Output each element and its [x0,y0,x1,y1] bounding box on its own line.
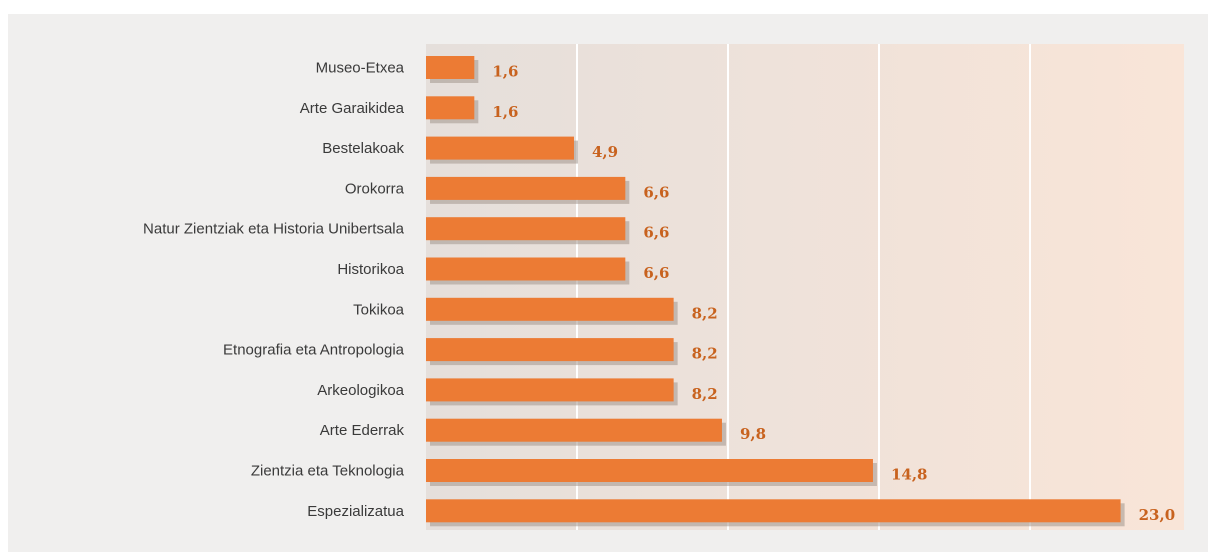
value-label: 6,6 [643,264,669,282]
bar [426,338,674,362]
category-label: Bestelakoak [322,140,404,157]
category-label: Arkeologikoa [317,382,404,399]
bar [426,257,626,281]
bar [426,378,674,402]
category-label: Arte Garaikidea [300,100,405,117]
category-label: Arte Ederrak [320,422,405,439]
bar [426,499,1121,523]
bar [426,56,475,79]
value-label: 9,8 [740,425,766,443]
value-label: 8,2 [692,385,718,403]
value-label: 6,6 [643,224,669,242]
value-label: 1,6 [492,103,518,121]
gridlines [576,44,1031,530]
value-label: 4,9 [592,143,618,161]
bar [426,297,674,321]
plot-area [426,44,1184,530]
value-label: 6,6 [643,183,669,201]
bar [426,217,626,241]
category-label: Historikoa [337,261,404,278]
category-label: Tokikoa [353,301,405,318]
value-label: 8,2 [692,345,718,363]
value-label: 8,2 [692,304,718,322]
bar [426,459,873,482]
category-label: Orokorra [345,180,405,197]
category-label: Zientzia eta Teknologia [251,463,405,480]
value-labels: 1,6 1,6 4,9 6,6 6,6 6,6 8,2 8,2 8,2 9,8 14,8 23,0 [492,63,1175,524]
category-labels: Museo-Etxea Arte Garaikidea Bestelakoak Oro… [143,60,405,520]
bar [426,418,722,442]
value-label: 23,0 [1139,506,1176,524]
value-label: 14,8 [891,466,928,484]
bar [426,136,574,160]
category-label: Museo-Etxea [316,60,405,77]
bar [426,176,626,200]
bars [426,56,1125,527]
bar [426,96,475,120]
category-label: Etnografia eta Antropologia [223,342,405,359]
category-label: Espezializatua [307,503,404,520]
value-label: 1,6 [492,63,518,81]
category-label: Natur Zientziak eta Historia Unibertsala [143,221,405,238]
